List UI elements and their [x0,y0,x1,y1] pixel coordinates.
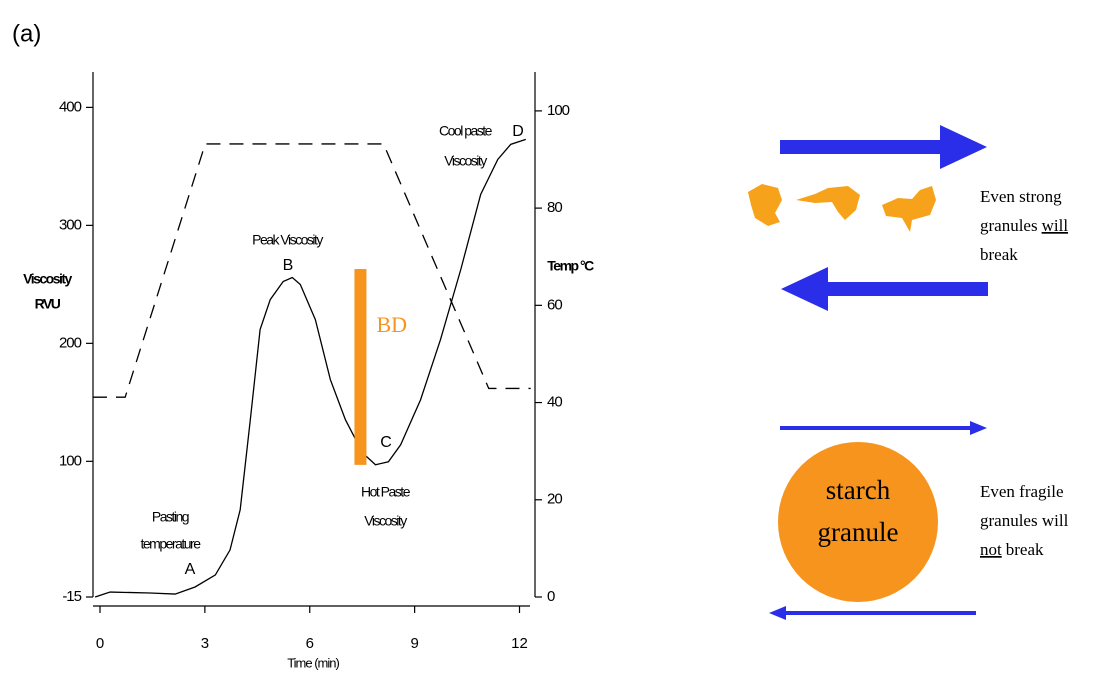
x-tick-label: 3 [201,635,209,652]
annotation: Pasting [152,509,189,525]
figure: (a) Time (min) Viscosity RVU Temp °C sta… [0,0,1101,679]
arrow [781,267,988,311]
y2-tick-label: 20 [547,491,562,508]
x-tick-label: 12 [511,635,528,652]
y-tick-label: -15 [62,588,81,605]
note-text: break [1006,540,1044,559]
x-tick-label: 9 [410,635,418,652]
arrow [769,606,976,620]
x-tick-label: 0 [96,635,104,652]
curve [93,144,531,397]
y-tick-label: 300 [59,216,82,233]
point-label: D [512,123,524,140]
y2-tick-label: 100 [547,102,570,119]
y2-tick-label: 40 [547,394,562,411]
point-label: C [380,434,392,451]
annotation: temperature [141,536,202,552]
note: break [980,245,1018,264]
x-tick-label: 6 [306,635,314,652]
y2-tick-label: 0 [547,588,555,605]
fragment [796,186,860,220]
note-emphasis: will [1042,216,1069,235]
y2-tick-label: 60 [547,296,562,313]
annotation: Hot Paste [361,484,411,500]
panel-label: (a) [12,20,41,47]
annotation: Peak Viscosity [252,232,323,248]
arrow [780,421,987,435]
y-tick-label: 400 [59,98,82,115]
note: granules will [980,511,1069,530]
curve [95,139,526,597]
note: Even fragile [980,482,1064,501]
note: Even strong [980,187,1062,206]
fragment [748,184,782,226]
granule-label: granule [818,517,899,547]
arrow [780,125,987,169]
annotation: Viscosity [444,153,487,169]
y-axis-label: RVU [35,296,61,312]
breakdown-bar [354,269,366,465]
annotation: Cool paste [439,123,493,139]
y2-axis-label: Temp °C [547,258,594,274]
annotation: Viscosity [364,513,407,529]
y-tick-label: 200 [59,334,82,351]
y-tick-label: 100 [59,452,82,469]
point-label: A [185,561,196,578]
breakdown-label: BD [376,312,407,337]
y-axis-label: Viscosity [23,271,72,287]
granule-label: starch [826,475,891,505]
note-emphasis: not [980,540,1002,559]
note-text: granules [980,216,1038,235]
point-label: B [283,257,294,274]
fragment [882,186,936,232]
x-axis-label: Time (min) [287,655,339,670]
y2-tick-label: 80 [547,199,562,216]
